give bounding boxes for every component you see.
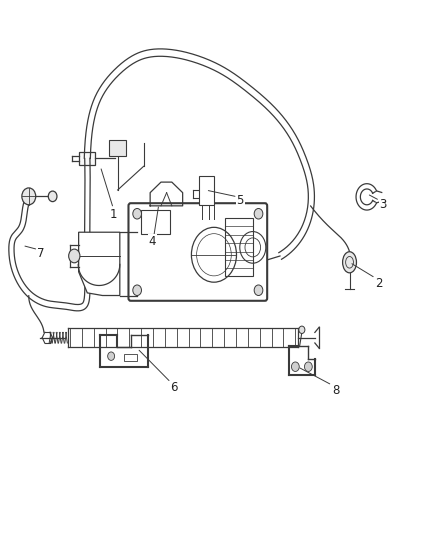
Text: 7: 7 bbox=[37, 247, 45, 260]
Circle shape bbox=[48, 191, 57, 201]
Text: 2: 2 bbox=[374, 277, 382, 290]
Bar bbox=[141, 210, 169, 233]
Text: 8: 8 bbox=[331, 384, 339, 397]
Circle shape bbox=[304, 362, 311, 372]
Bar bbox=[224, 219, 252, 277]
Circle shape bbox=[133, 208, 141, 219]
Circle shape bbox=[291, 362, 299, 372]
Bar bbox=[124, 353, 137, 361]
Text: 1: 1 bbox=[110, 208, 117, 221]
Text: 6: 6 bbox=[170, 381, 177, 394]
Circle shape bbox=[133, 285, 141, 295]
Polygon shape bbox=[78, 232, 120, 295]
Circle shape bbox=[254, 285, 262, 295]
Bar bbox=[198, 176, 214, 205]
Text: 4: 4 bbox=[148, 235, 156, 248]
FancyBboxPatch shape bbox=[128, 203, 267, 301]
Circle shape bbox=[68, 249, 80, 263]
Text: 3: 3 bbox=[379, 198, 386, 211]
Ellipse shape bbox=[342, 252, 356, 273]
Bar bbox=[79, 152, 95, 165]
Circle shape bbox=[22, 188, 35, 205]
Text: 5: 5 bbox=[236, 194, 244, 207]
Bar bbox=[109, 140, 126, 156]
Circle shape bbox=[107, 352, 114, 360]
Circle shape bbox=[254, 208, 262, 219]
Circle shape bbox=[298, 326, 304, 334]
